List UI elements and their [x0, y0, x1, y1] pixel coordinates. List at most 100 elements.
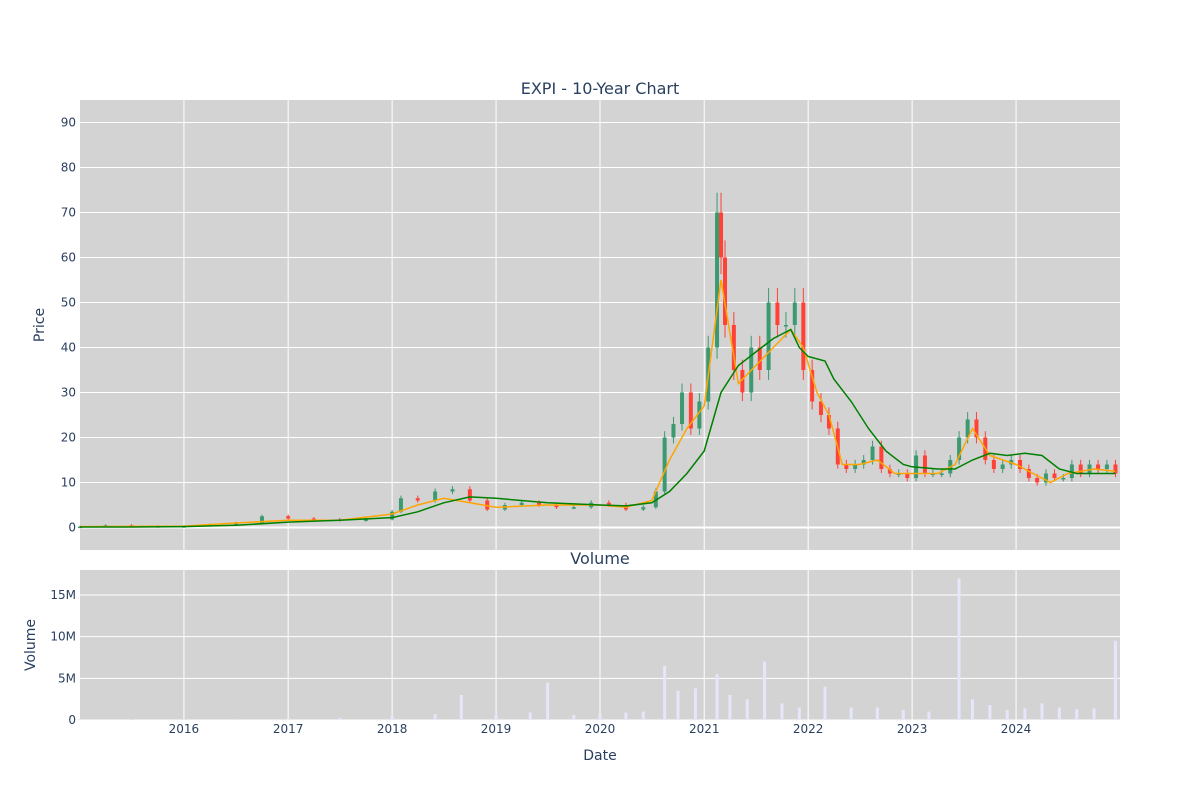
volume-bar: [494, 715, 498, 720]
candle-body: [398, 498, 403, 512]
volume-bar: [693, 688, 697, 720]
candle-body: [485, 500, 490, 510]
volume-bar: [182, 719, 186, 720]
volume-bar: [901, 710, 905, 720]
candle-body: [688, 392, 693, 429]
volume-y-axis-label: Volume: [23, 619, 39, 671]
volume-bar: [957, 578, 961, 720]
candle-body: [680, 392, 685, 424]
volume-y-tick-label: 15M: [50, 588, 76, 602]
volume-bar: [546, 682, 550, 720]
date-x-tick-label: 2019: [481, 722, 512, 736]
volume-bar: [676, 690, 680, 720]
candle-body: [1018, 460, 1023, 469]
volume-bar: [797, 707, 801, 720]
candle-body: [965, 419, 970, 438]
volume-bar: [528, 712, 532, 720]
candle-body: [697, 401, 702, 429]
candle-body: [571, 507, 576, 509]
candle-body: [861, 460, 866, 465]
candle-body: [715, 212, 720, 348]
date-x-ticks: 2016 2017 2018 2019 2020 2021 2022 2023 2024: [169, 722, 1032, 736]
date-x-tick-label: 2018: [377, 722, 408, 736]
volume-chart-title: Volume: [570, 549, 630, 568]
volume-bar: [927, 711, 931, 720]
volume-y-ticks: 0 5M 10M 15M: [50, 588, 76, 727]
volume-bar: [780, 703, 784, 720]
candle-body: [1078, 464, 1083, 474]
volume-y-tick-label: 10M: [50, 630, 76, 644]
candle-body: [870, 446, 875, 460]
price-chart-title: EXPI - 10-Year Chart: [521, 79, 680, 98]
candle-body: [1087, 464, 1092, 474]
date-x-tick-label: 2021: [689, 722, 720, 736]
candle-body: [1104, 464, 1109, 469]
volume-bar: [1040, 703, 1044, 720]
candle-body: [554, 505, 559, 508]
date-x-axis-label: Date: [583, 748, 616, 764]
candle-body: [905, 473, 910, 478]
volume-bar: [641, 711, 645, 720]
candle-body: [810, 370, 815, 402]
volume-bar: [663, 665, 667, 720]
candle-body: [792, 302, 797, 325]
volume-bar: [338, 717, 342, 720]
candle-body: [844, 464, 849, 469]
candle-body: [1096, 464, 1101, 469]
volume-y-tick-label: 0: [68, 713, 76, 727]
volume-bar: [234, 718, 238, 720]
volume-bar: [78, 719, 82, 720]
candle-body: [853, 464, 858, 469]
volume-bar: [433, 714, 437, 720]
price-y-tick-label: 0: [68, 521, 76, 535]
date-x-tick-label: 2016: [169, 722, 200, 736]
volume-bar: [1005, 710, 1009, 720]
volume-bar: [823, 686, 827, 720]
candle-body: [1052, 473, 1057, 478]
price-y-tick-label: 90: [61, 116, 76, 130]
price-y-tick-label: 50: [61, 296, 76, 310]
volume-bar: [728, 695, 732, 720]
candle-body: [233, 523, 238, 525]
candle-body: [740, 370, 745, 393]
volume-bar: [745, 699, 749, 720]
candle-body: [1043, 473, 1048, 483]
date-x-tick-label: 2024: [1001, 722, 1032, 736]
candle-body: [922, 455, 927, 474]
volume-bar: [763, 661, 767, 720]
candle-body: [519, 502, 524, 505]
moving-average-long-line: [80, 328, 1116, 528]
candle-body: [939, 473, 944, 475]
candle-body: [467, 489, 472, 501]
candle-body: [259, 516, 264, 523]
price-y-tick-label: 80: [61, 161, 76, 175]
candle-body: [783, 325, 788, 327]
candle-body: [723, 257, 728, 325]
volume-bar: [1113, 640, 1117, 720]
volume-y-tick-label: 5M: [58, 671, 76, 685]
candle-body: [775, 302, 780, 325]
volume-bar: [988, 705, 992, 720]
volume-bar: [875, 707, 879, 720]
volume-bar: [572, 715, 576, 720]
price-y-ticks: 0 10 20 30 40 50 60 70 80 90: [61, 116, 76, 535]
date-x-tick-label: 2023: [897, 722, 928, 736]
volume-bar: [1092, 708, 1096, 720]
candle-body: [1035, 478, 1040, 483]
volume-bar: [715, 674, 719, 720]
price-y-tick-label: 40: [61, 341, 76, 355]
price-gridlines: [80, 100, 1120, 550]
volume-bar: [130, 719, 134, 720]
candle-body: [415, 498, 420, 501]
candle-body: [450, 489, 455, 492]
volume-bars: [78, 578, 1117, 720]
volume-bar: [286, 718, 290, 720]
candle-body: [1026, 469, 1031, 478]
price-y-tick-label: 70: [61, 206, 76, 220]
candle-body: [766, 302, 771, 370]
volume-bar: [1023, 708, 1027, 720]
candle-body: [974, 419, 979, 438]
volume-bar: [849, 707, 853, 720]
